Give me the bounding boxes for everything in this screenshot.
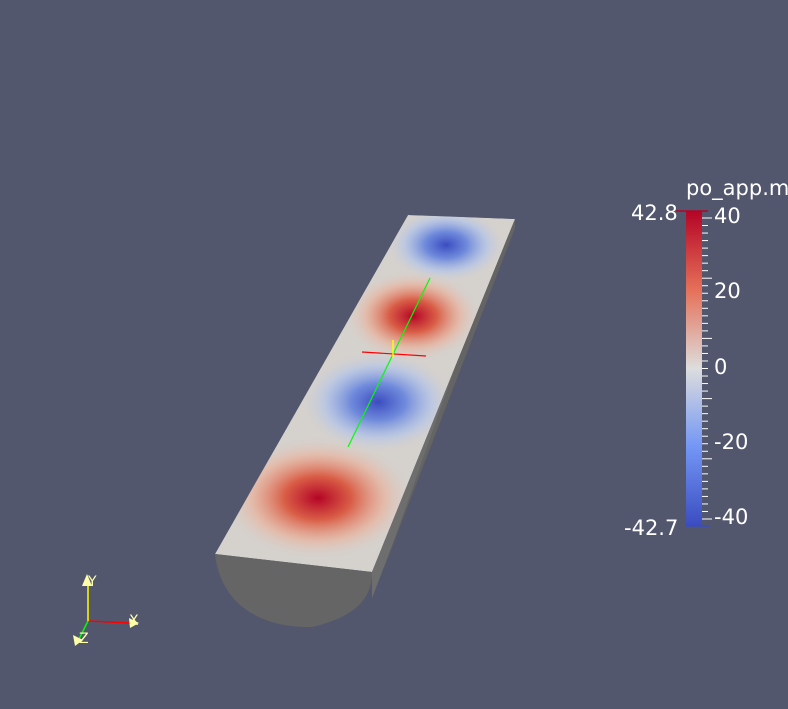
colorbar-title: po_app.m bbox=[686, 176, 788, 200]
beam-end-cap bbox=[215, 554, 372, 628]
orientation-x-axis bbox=[87, 620, 132, 624]
colorbar-tick-label: -20 bbox=[714, 429, 749, 454]
orientation-z-axis bbox=[78, 620, 89, 640]
orientation-z-label: Z bbox=[79, 631, 89, 647]
colorbar-tick-label: 40 bbox=[714, 204, 741, 228]
center-axis-red bbox=[361, 351, 427, 357]
colorbar bbox=[676, 210, 712, 527]
field-region-red-2 bbox=[222, 436, 414, 560]
colorbar-max-label: 42.8 bbox=[631, 201, 678, 225]
field-region-blue-1 bbox=[386, 215, 506, 283]
colorbar-min-label: -42.7 bbox=[624, 516, 679, 540]
field-region-red-1 bbox=[345, 270, 481, 362]
center-axis-green bbox=[347, 277, 431, 448]
colorbar-ticks bbox=[702, 217, 712, 520]
orientation-x-label: X bbox=[129, 613, 139, 629]
orientation-y-label: Y bbox=[87, 574, 97, 590]
field-region-blue-2 bbox=[300, 350, 456, 454]
colorbar-tick-label: -40 bbox=[714, 505, 749, 529]
orientation-y-arrow bbox=[82, 574, 92, 586]
orientation-axes: X Y Z bbox=[73, 574, 139, 647]
orientation-x-arrow bbox=[129, 618, 139, 628]
orientation-z-arrow bbox=[73, 635, 83, 646]
beam-side-shade bbox=[380, 219, 515, 580]
colorbar-gradient bbox=[686, 211, 702, 526]
beam-top-face bbox=[215, 215, 515, 572]
colorbar-tick-label: 20 bbox=[714, 279, 741, 304]
colorbar-tick-label: 0 bbox=[714, 354, 728, 379]
